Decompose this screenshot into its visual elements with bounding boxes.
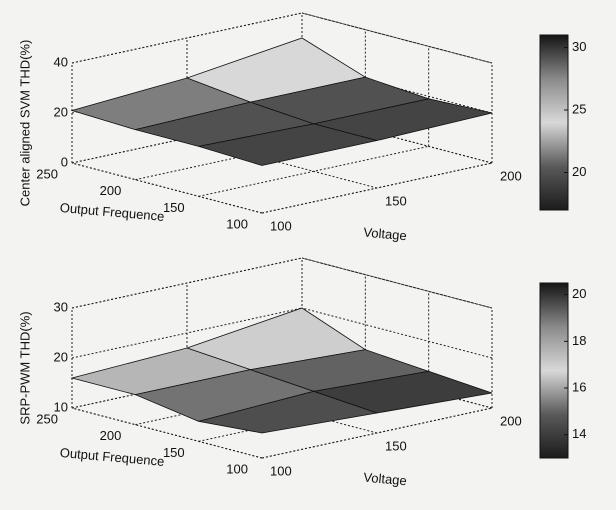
y-tick-label: 200: [500, 413, 522, 428]
y-tick-label: 200: [500, 168, 522, 183]
colorbar-tick-label: 14: [572, 426, 586, 441]
grid-line: [71, 12, 303, 64]
z-axis-label: SRP-PWM THD(%): [17, 311, 32, 424]
y-axis-label: Voltage: [363, 470, 408, 489]
colorbar-tick-label: 20: [572, 286, 586, 301]
axis-edge: [301, 257, 493, 309]
x-tick-label: 150: [163, 445, 185, 460]
z-tick-label: 20: [54, 349, 68, 364]
colorbar: [539, 282, 569, 459]
colorbar-tick-label: 16: [572, 379, 586, 394]
axis-edge: [301, 12, 493, 64]
grid-line: [301, 257, 493, 309]
grid-line: [71, 162, 263, 214]
grid-line: [186, 382, 378, 434]
x-tick-label: 250: [36, 166, 58, 181]
grid-line: [71, 257, 303, 309]
z-tick-label: 20: [54, 104, 68, 119]
y-axis-label: Voltage: [363, 225, 408, 244]
surface-patch: [198, 123, 378, 166]
colorbar: [539, 34, 569, 211]
grid-line: [71, 307, 303, 359]
colorbar-tick-label: 20: [572, 164, 586, 179]
x-tick-label: 100: [226, 461, 248, 476]
colorbar-tick-label: 25: [572, 101, 586, 116]
colorbar-tick-label: 30: [572, 39, 586, 54]
grid-line: [186, 137, 378, 189]
grid-line: [71, 407, 263, 459]
y-tick-label: 150: [385, 438, 407, 453]
z-axis-label: Center aligned SVM THD(%): [17, 40, 32, 207]
z-tick-label: 0: [61, 154, 68, 169]
z-tick-label: 10: [54, 399, 68, 414]
grid-line: [301, 12, 493, 64]
x-tick-label: 250: [36, 411, 58, 426]
z-tick-label: 40: [54, 54, 68, 69]
x-tick-label: 100: [226, 216, 248, 231]
x-tick-label: 200: [100, 183, 122, 198]
colorbar-tick-label: 18: [572, 333, 586, 348]
grid-line: [301, 357, 493, 409]
y-tick-label: 100: [270, 463, 292, 478]
x-tick-label: 200: [100, 428, 122, 443]
z-tick-label: 30: [54, 299, 68, 314]
y-tick-label: 150: [385, 193, 407, 208]
y-tick-label: 100: [270, 218, 292, 233]
grid-line: [301, 62, 493, 114]
x-tick-label: 150: [163, 200, 185, 215]
grid-line: [301, 307, 493, 359]
grid-line: [301, 112, 493, 164]
surface-patch: [198, 390, 378, 434]
